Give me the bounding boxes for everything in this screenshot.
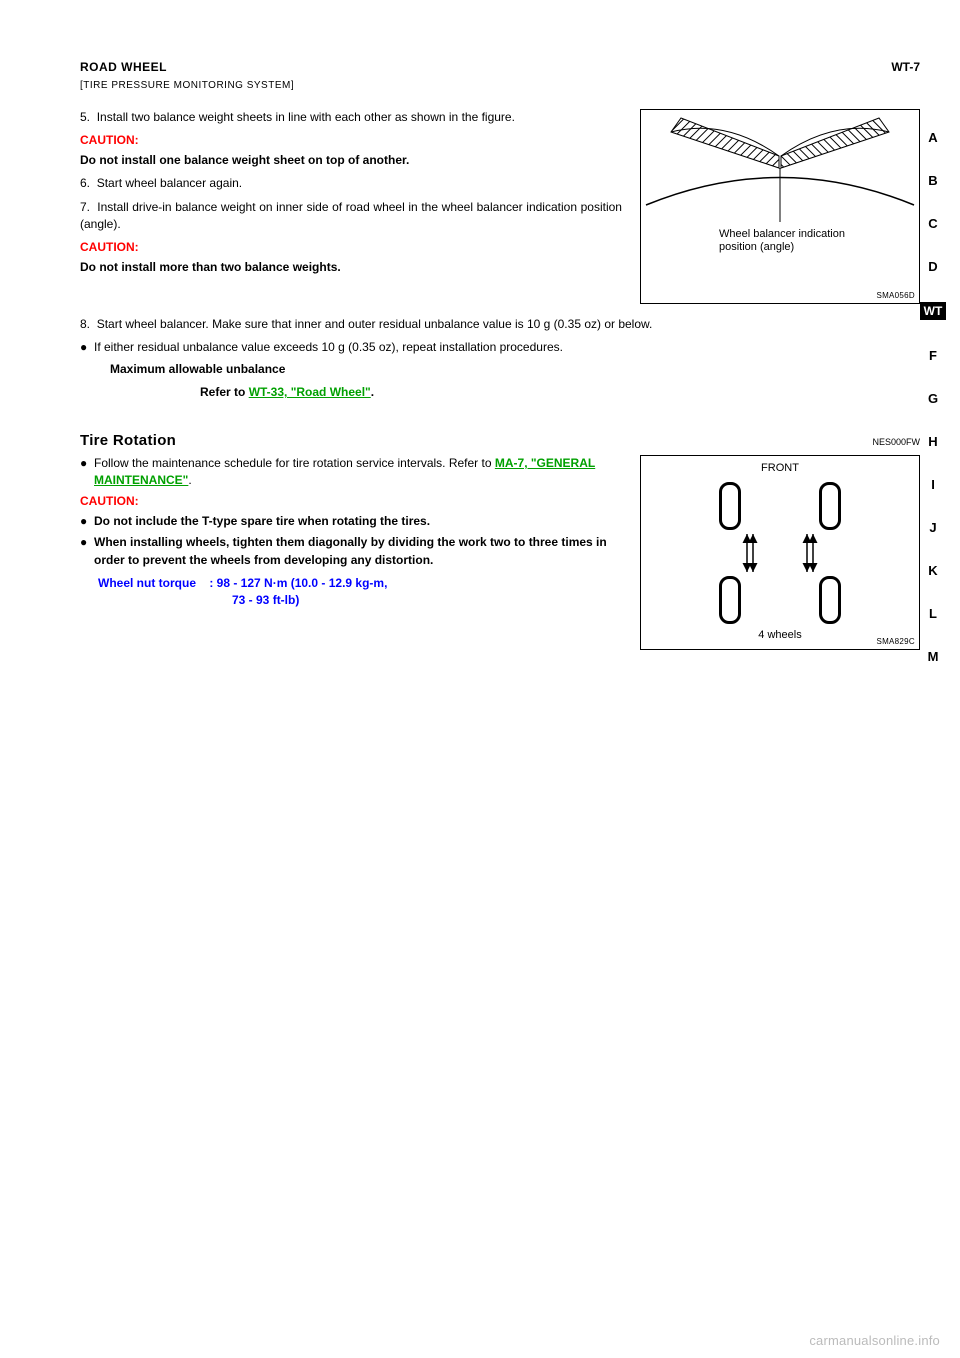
tab-h[interactable]: H: [928, 434, 937, 449]
page-subtitle: [TIRE PRESSURE MONITORING SYSTEM]: [80, 80, 920, 91]
step-7: 7. Install drive-in balance weight on in…: [80, 199, 622, 234]
tab-i[interactable]: I: [931, 477, 935, 492]
fig1-code: SMA056D: [876, 291, 915, 300]
caution-1-label: CAUTION:: [80, 133, 139, 147]
tab-g[interactable]: G: [928, 391, 938, 406]
spec-after: .: [371, 385, 374, 399]
figure-tire-rotation: FRONT: [640, 455, 920, 650]
torque-value-2: 73 - 93 ft-lb): [232, 593, 299, 607]
tab-k[interactable]: K: [928, 563, 937, 578]
caution-2-label: CAUTION:: [80, 240, 139, 254]
rotation-b1-before: Follow the maintenance schedule for tire…: [94, 456, 495, 470]
step-8: 8. Start wheel balancer. Make sure that …: [80, 316, 920, 333]
rotation-b3-text: When installing wheels, tighten them dia…: [94, 534, 622, 569]
step-6: 6. Start wheel balancer again.: [80, 175, 622, 192]
tab-f[interactable]: F: [929, 348, 937, 363]
tire-rotation-code: NES000FW: [872, 437, 920, 447]
tire-rotation-heading: Tire Rotation: [80, 432, 176, 449]
step-5-text: Install two balance weight sheets in lin…: [97, 110, 515, 124]
tab-wt[interactable]: WT: [920, 302, 947, 320]
tab-c[interactable]: C: [928, 216, 937, 231]
rotation-b1-after: .: [188, 473, 191, 487]
tab-a[interactable]: A: [928, 130, 937, 145]
torque-label: Wheel nut torque: [98, 576, 196, 590]
fig1-label-line1: Wheel balancer indication: [719, 228, 845, 240]
step-5: 5. Install two balance weight sheets in …: [80, 109, 622, 126]
caution-2-text: Do not install more than two balance wei…: [80, 259, 622, 276]
page-number: WT-7: [891, 60, 920, 74]
step-7-text: Install drive-in balance weight on inner…: [80, 200, 622, 231]
tab-b[interactable]: B: [928, 173, 937, 188]
caution-1-text: Do not install one balance weight sheet …: [80, 152, 622, 169]
rotation-bullet-3: ● When installing wheels, tighten them d…: [80, 534, 622, 569]
torque-value-1: : 98 - 127 N·m (10.0 - 12.9 kg-m,: [209, 576, 387, 590]
tab-l[interactable]: L: [929, 606, 937, 621]
spec-text: Refer to: [200, 385, 249, 399]
tab-m[interactable]: M: [928, 649, 939, 664]
tab-d[interactable]: D: [928, 259, 937, 274]
rotation-bullet-1: ● Follow the maintenance schedule for ti…: [80, 455, 622, 490]
spec-label: Maximum allowable unbalance: [110, 361, 920, 378]
section-tabs: A B C D WT F G H I J K L M: [918, 130, 948, 664]
fig1-label-line2: position (angle): [719, 241, 794, 253]
rotation-b2-text: Do not include the T-type spare tire whe…: [94, 513, 430, 530]
rotation-caution-label: CAUTION:: [80, 494, 139, 508]
page-title: ROAD WHEEL: [80, 60, 167, 74]
step-6-text: Start wheel balancer again.: [97, 176, 242, 190]
spec-link[interactable]: WT-33, "Road Wheel": [249, 385, 371, 399]
step-8-text: Start wheel balancer. Make sure that inn…: [97, 317, 653, 331]
residual-bullet-text: If either residual unbalance value excee…: [94, 339, 563, 356]
fig2-code: SMA829C: [876, 637, 915, 646]
figure-wheel-balancer: Wheel balancer indication position (angl…: [640, 109, 920, 304]
watermark: carmanualsonline.info: [809, 1333, 940, 1348]
rotation-bullet-2: ● Do not include the T-type spare tire w…: [80, 513, 622, 530]
residual-bullet: ● If either residual unbalance value exc…: [80, 339, 920, 356]
tab-j[interactable]: J: [929, 520, 936, 535]
